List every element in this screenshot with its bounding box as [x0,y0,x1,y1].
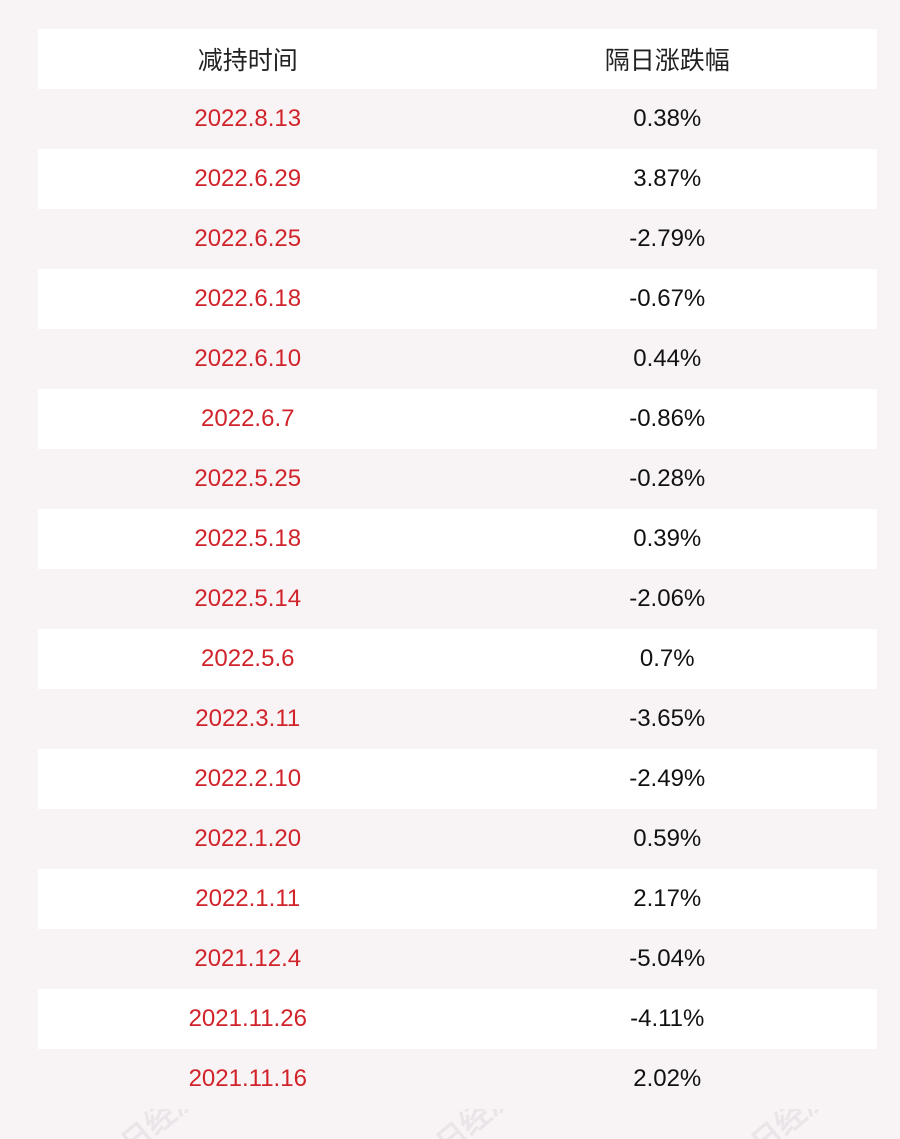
table-row: 2022.2.10 -2.49% [38,749,877,809]
date-cell: 2022.8.13 [194,105,302,132]
date-cell: 2021.12.4 [194,945,302,972]
change-cell: 2.17% [633,885,702,912]
change-cell: 0.44% [633,345,702,372]
date-cell: 2022.6.29 [194,165,302,192]
change-cell: 2.02% [633,1065,702,1092]
date-cell: 2022.6.7 [201,405,295,432]
change-cell: -2.06% [629,585,706,612]
change-cell: -2.79% [629,225,706,252]
change-cell: 0.59% [633,825,702,852]
table-row: 2021.12.4 -5.04% [38,929,877,989]
date-cell: 2022.5.6 [201,645,295,672]
change-cell: -5.04% [629,945,706,972]
change-cell: -0.28% [629,465,706,492]
table-row: 2022.6.18 -0.67% [38,269,877,329]
date-cell: 2021.11.16 [188,1065,307,1092]
table-row: 2022.6.25 -2.79% [38,209,877,269]
change-cell: -0.67% [629,285,706,312]
change-cell: -2.49% [629,765,706,792]
date-cell: 2022.5.18 [194,525,302,552]
change-cell: 0.7% [639,645,695,672]
table-row: 2022.5.25 -0.28% [38,449,877,509]
date-cell: 2022.6.10 [194,345,302,372]
change-cell: 3.87% [633,165,702,192]
table-row: 2022.5.14 -2.06% [38,569,877,629]
change-cell: -3.65% [629,705,706,732]
table-header: 减持时间 隔日涨跌幅 [38,29,877,89]
table-row: 2022.6.7 -0.86% [38,389,877,449]
data-table: 减持时间 隔日涨跌幅 2022.8.13 0.38% 2022.6.29 3.87% 2… [38,29,877,1109]
date-cell: 2022.5.25 [194,465,302,492]
table-row: 2022.1.11 2.17% [38,869,877,929]
change-cell: -4.11% [630,1005,705,1032]
date-cell: 2022.1.11 [195,885,301,912]
header-date: 减持时间 [197,47,298,75]
date-cell: 2021.11.26 [188,1005,307,1032]
change-cell: 0.39% [633,525,702,552]
date-cell: 2022.2.10 [194,765,302,792]
table-row: 2021.11.26 -4.11% [38,989,877,1049]
table-body: 2022.8.13 0.38% 2022.6.29 3.87% 2022.6.25 -2.… [38,89,877,1109]
table-row: 2022.6.10 0.44% [38,329,877,389]
table-row: 2022.3.11 -3.65% [38,689,877,749]
table-row: 2022.6.29 3.87% [38,149,877,209]
table-row: 2022.5.6 0.7% [38,629,877,689]
change-cell: 0.38% [633,105,702,132]
date-cell: 2022.5.14 [194,585,302,612]
date-cell: 2022.6.18 [194,285,302,312]
header-change: 隔日涨跌幅 [604,47,730,75]
table-row: 2022.8.13 0.38% [38,89,877,149]
date-cell: 2022.6.25 [194,225,302,252]
date-cell: 2022.3.11 [195,705,301,732]
table-row: 2022.5.18 0.39% [38,509,877,569]
table-row: 2021.11.16 2.02% [38,1049,877,1109]
change-cell: -0.86% [629,405,706,432]
table-row: 2022.1.20 0.59% [38,809,877,869]
date-cell: 2022.1.20 [194,825,302,852]
